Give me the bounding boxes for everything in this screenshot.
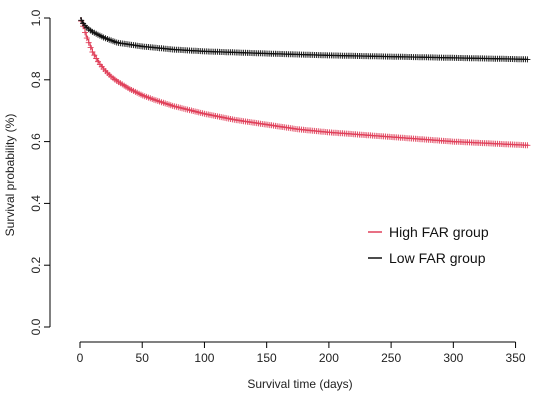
- censor-marks: [78, 18, 531, 149]
- survival-curve: [80, 17, 529, 146]
- censor-mark: [524, 142, 531, 149]
- censor-mark: [524, 56, 531, 63]
- y-axis-label: Survival probability (%): [3, 114, 17, 237]
- legend-label: High FAR group: [389, 224, 489, 240]
- x-axis-label: Survival time (days): [247, 377, 352, 391]
- x-tick-label: 0: [77, 351, 84, 365]
- plot-area: [78, 17, 531, 149]
- censor-mark: [87, 44, 94, 51]
- x-tick-label: 250: [381, 351, 401, 365]
- y-tick-label: 0.8: [29, 71, 43, 88]
- censor-mark: [91, 52, 98, 59]
- y-tick-label: 0.4: [29, 195, 43, 212]
- x-tick-label: 150: [257, 351, 277, 365]
- censor-marks: [78, 17, 531, 63]
- y-tick-label: 0.2: [29, 257, 43, 274]
- censor-mark: [93, 55, 100, 62]
- y-tick-label: 1.0: [29, 9, 43, 26]
- survival-curve: [80, 17, 528, 60]
- censor-mark: [78, 17, 85, 24]
- x-tick-label: 200: [319, 351, 339, 365]
- x-axis: 0 50 100 150 200 250 300 350: [77, 341, 526, 365]
- y-tick-label: 0.6: [29, 133, 43, 150]
- legend: High FAR group Low FAR group: [368, 224, 489, 266]
- censor-mark: [82, 29, 88, 36]
- series-high-far: [78, 17, 531, 149]
- x-tick-label: 300: [443, 351, 463, 365]
- censor-mark: [89, 49, 96, 55]
- y-axis: 0.0 0.2 0.4 0.6 0.8 1.0: [29, 9, 51, 335]
- legend-label: Low FAR group: [389, 250, 486, 266]
- x-tick-label: 100: [194, 351, 214, 365]
- x-tick-label: 50: [136, 351, 150, 365]
- x-tick-label: 350: [506, 351, 526, 365]
- censor-mark: [85, 39, 92, 46]
- y-tick-label: 0.0: [29, 318, 43, 335]
- series-low-far: [78, 17, 531, 63]
- censor-mark: [83, 35, 90, 42]
